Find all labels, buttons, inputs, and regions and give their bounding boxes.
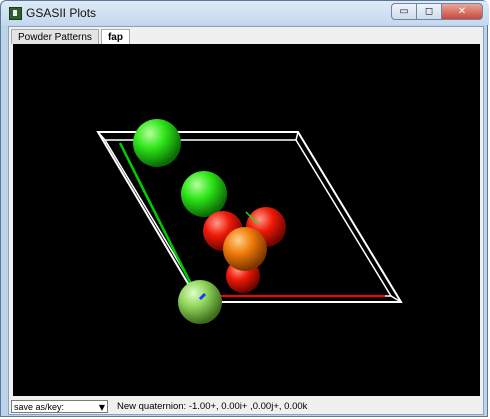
unit-cell-edge [97, 131, 106, 141]
green-atom [181, 171, 227, 217]
unit-cell-edge [295, 131, 299, 141]
select-value: save as/key: [14, 401, 65, 412]
structure-canvas[interactable] [13, 44, 480, 396]
save-as-key-select[interactable]: save as/key: ▼ [11, 399, 108, 413]
tab-powder-patterns[interactable]: Powder Patterns [11, 29, 99, 44]
maximize-button[interactable]: ◻ [416, 3, 441, 20]
unit-cell-edge [390, 295, 402, 303]
app-icon [9, 7, 22, 20]
close-button[interactable]: ✕ [441, 3, 483, 20]
green-atom [133, 119, 181, 167]
tab-strip: Powder Patterns fap [11, 29, 132, 45]
orange-atom [223, 227, 267, 271]
title-bar[interactable]: GSASII Plots ▭ ◻ ✕ [1, 1, 489, 25]
chevron-down-icon: ▼ [98, 402, 105, 412]
bond-line [245, 211, 259, 225]
c-axis-line [198, 292, 207, 301]
plot-frame: Powder Patterns fap [8, 26, 484, 415]
light-green-atom [178, 280, 222, 324]
b-axis-line [118, 142, 199, 297]
structure-plot [96, 119, 403, 324]
minimize-button[interactable]: ▭ [391, 3, 416, 20]
window-controls: ▭ ◻ ✕ [391, 3, 483, 21]
window-title: GSASII Plots [26, 6, 97, 20]
status-bar: save as/key: ▼ New quaternion: -1.00+, 0… [11, 398, 481, 414]
tab-fap[interactable]: fap [100, 29, 130, 45]
status-message: New quaternion: -1.00+, 0.00i+ ,0.00j+, … [117, 400, 308, 412]
